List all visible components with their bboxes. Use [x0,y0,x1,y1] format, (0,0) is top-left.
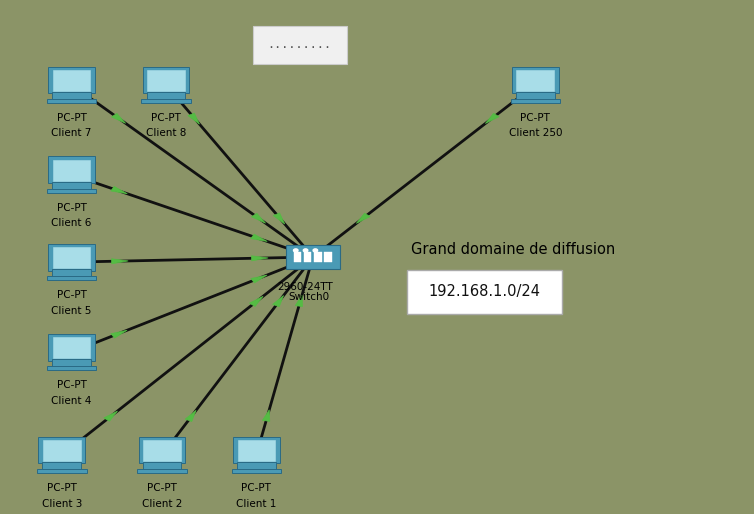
FancyBboxPatch shape [38,436,85,463]
FancyBboxPatch shape [253,26,347,64]
FancyBboxPatch shape [147,70,185,90]
Text: PC-PT: PC-PT [151,113,181,123]
FancyBboxPatch shape [47,99,97,103]
Circle shape [303,249,308,252]
Text: Client 7: Client 7 [51,128,92,138]
Polygon shape [262,410,270,421]
Polygon shape [272,296,284,307]
Text: Client 4: Client 4 [51,396,92,406]
Text: PC-PT: PC-PT [520,113,550,123]
Text: Client 250: Client 250 [509,128,562,138]
FancyBboxPatch shape [304,252,311,262]
FancyBboxPatch shape [143,66,189,93]
FancyBboxPatch shape [407,270,562,314]
Text: PC-PT: PC-PT [57,380,87,390]
FancyBboxPatch shape [52,269,91,278]
Polygon shape [111,187,127,194]
Circle shape [313,249,317,252]
Text: .........: ......... [268,39,332,51]
FancyBboxPatch shape [42,462,81,470]
Polygon shape [251,256,268,261]
Text: PC-PT: PC-PT [57,290,87,300]
FancyBboxPatch shape [293,252,301,262]
FancyBboxPatch shape [53,160,90,180]
FancyBboxPatch shape [141,99,191,103]
Polygon shape [112,114,126,123]
Polygon shape [104,411,118,421]
FancyBboxPatch shape [324,252,332,262]
FancyBboxPatch shape [146,91,185,100]
Text: PC-PT: PC-PT [57,203,87,213]
FancyBboxPatch shape [53,247,90,268]
FancyBboxPatch shape [53,337,90,358]
FancyBboxPatch shape [52,359,91,368]
Polygon shape [273,213,285,224]
FancyBboxPatch shape [52,181,91,190]
FancyBboxPatch shape [52,91,91,100]
Text: PC-PT: PC-PT [57,113,87,123]
FancyBboxPatch shape [48,156,95,183]
Polygon shape [112,259,128,264]
Text: PC-PT: PC-PT [147,483,177,493]
Polygon shape [357,213,370,224]
Circle shape [293,249,298,252]
FancyBboxPatch shape [231,469,281,473]
Text: Client 6: Client 6 [51,218,92,228]
Text: PC-PT: PC-PT [47,483,77,493]
FancyBboxPatch shape [237,462,276,470]
FancyBboxPatch shape [512,66,559,93]
Polygon shape [251,234,267,242]
Polygon shape [250,296,263,306]
FancyBboxPatch shape [53,70,90,90]
FancyBboxPatch shape [43,440,81,461]
FancyBboxPatch shape [516,70,554,90]
Polygon shape [185,410,196,421]
FancyBboxPatch shape [48,334,95,360]
Text: Grand domaine de diffusion: Grand domaine de diffusion [411,242,615,257]
FancyBboxPatch shape [48,244,95,270]
Polygon shape [251,275,267,283]
FancyBboxPatch shape [47,366,97,370]
Text: Client 5: Client 5 [51,306,92,316]
FancyBboxPatch shape [238,440,275,461]
Text: 192.168.1.0/24: 192.168.1.0/24 [428,284,541,299]
Text: PC-PT: PC-PT [241,483,271,493]
Polygon shape [188,113,200,124]
Polygon shape [486,113,499,123]
FancyBboxPatch shape [47,277,97,280]
FancyBboxPatch shape [516,91,555,100]
FancyBboxPatch shape [137,469,187,473]
Text: 2960-24TT: 2960-24TT [277,282,333,291]
FancyBboxPatch shape [314,252,321,262]
FancyBboxPatch shape [143,440,181,461]
FancyBboxPatch shape [47,189,97,193]
Text: Switch0: Switch0 [289,292,329,302]
FancyBboxPatch shape [143,462,182,470]
Text: Client 1: Client 1 [236,499,277,508]
FancyBboxPatch shape [139,436,185,463]
FancyBboxPatch shape [233,436,280,463]
FancyBboxPatch shape [286,245,339,269]
Text: Client 8: Client 8 [146,128,186,138]
Polygon shape [111,330,127,338]
Polygon shape [251,213,265,223]
FancyBboxPatch shape [37,469,87,473]
Text: Client 2: Client 2 [142,499,182,508]
Text: Client 3: Client 3 [41,499,82,508]
FancyBboxPatch shape [510,99,560,103]
Polygon shape [295,295,302,306]
FancyBboxPatch shape [48,66,95,93]
